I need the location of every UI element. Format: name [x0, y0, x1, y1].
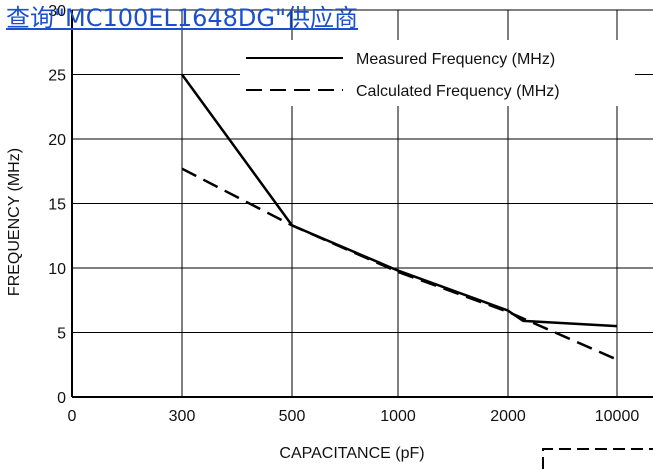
series-line-measured	[180, 73, 618, 328]
chart-series	[180, 73, 618, 361]
legend-label: Measured Frequency (MHz)	[356, 51, 555, 68]
y-tick-label: 5	[57, 326, 66, 343]
x-tick-label: 2000	[490, 408, 526, 425]
x-tick-label: 300	[169, 408, 196, 425]
supplier-query-link[interactable]: 查询"MC100EL1648DG"供应商	[6, 4, 359, 32]
y-tick-label: 30	[48, 3, 66, 20]
x-tick-label: 10000	[595, 408, 640, 425]
y-tick-label: 25	[48, 68, 66, 85]
y-tick-label: 15	[48, 197, 66, 214]
x-tick-label: 1000	[380, 408, 416, 425]
x-axis-title: CAPACITANCE (pF)	[279, 445, 424, 462]
y-tick-label: 20	[48, 132, 66, 149]
y-axis-title: FREQUENCY (MHz)	[6, 148, 23, 296]
x-tick-label: 500	[279, 408, 306, 425]
series-line-calculated	[181, 167, 618, 361]
chart-axes	[71, 10, 653, 398]
x-tick-label: 0	[68, 408, 77, 425]
legend-label: Calculated Frequency (MHz)	[356, 83, 560, 100]
legend-background	[240, 40, 635, 106]
y-tick-label: 0	[57, 390, 66, 407]
y-tick-label: 10	[48, 261, 66, 278]
dashed-box-fragment	[542, 448, 653, 469]
chart-legend: Measured Frequency (MHz) Calculated Frequ…	[240, 40, 635, 106]
